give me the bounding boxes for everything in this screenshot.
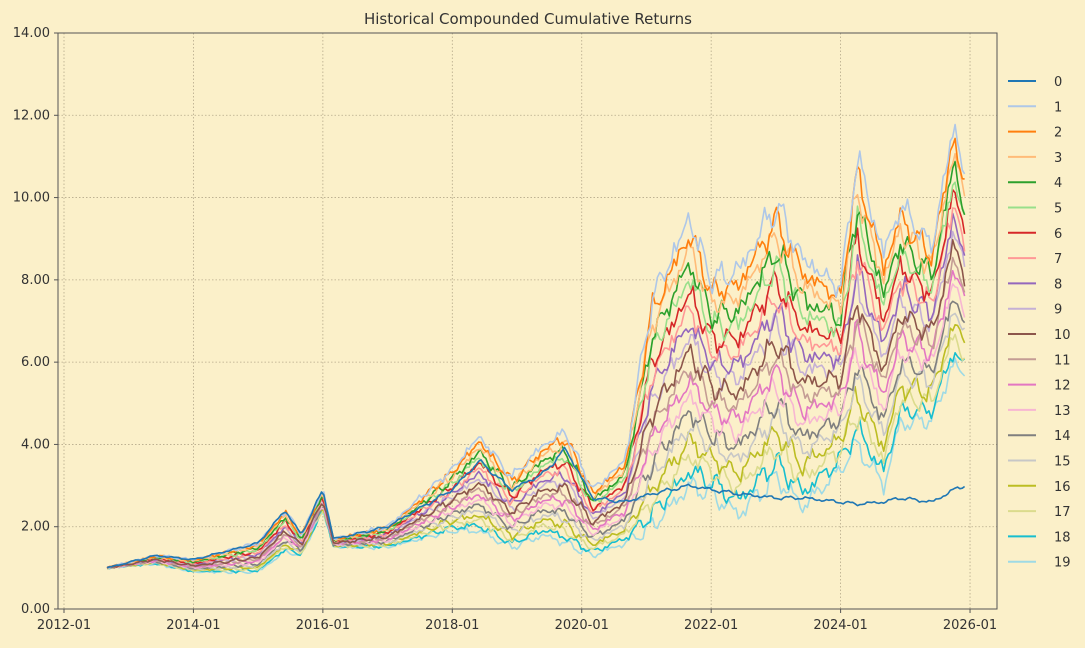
series-line-19 bbox=[106, 357, 966, 575]
legend-label: 6 bbox=[1054, 227, 1062, 242]
x-tick-label: 2012-01 bbox=[37, 618, 91, 633]
legend-label: 1 bbox=[1054, 100, 1062, 115]
legend-label: 10 bbox=[1054, 328, 1071, 343]
series-line-5 bbox=[106, 181, 966, 570]
x-tick-label: 2016-01 bbox=[296, 618, 350, 633]
legend-label: 4 bbox=[1054, 176, 1062, 191]
legend-label: 14 bbox=[1054, 429, 1071, 444]
series-group bbox=[106, 123, 966, 575]
x-tick-label: 2024-01 bbox=[813, 618, 867, 633]
plot-frame bbox=[57, 32, 998, 610]
series-line-9 bbox=[106, 230, 966, 570]
legend-label: 5 bbox=[1054, 202, 1062, 217]
series-line-14 bbox=[106, 300, 966, 570]
legend-label: 7 bbox=[1054, 252, 1062, 267]
series-line-18 bbox=[106, 351, 966, 574]
series-line-15 bbox=[107, 312, 966, 571]
legend-label: 19 bbox=[1054, 556, 1071, 571]
legend-label: 9 bbox=[1054, 303, 1062, 318]
legend-label: 3 bbox=[1054, 151, 1062, 166]
series-line-0 bbox=[106, 446, 966, 569]
legend-label: 16 bbox=[1054, 480, 1071, 495]
y-tick-label: 10.00 bbox=[13, 191, 50, 206]
legend-label: 12 bbox=[1054, 379, 1071, 394]
series-line-7 bbox=[106, 207, 966, 569]
x-axis: 2012-01 2014-01 2016-01 2018-01 2020-01 2022-… bbox=[37, 609, 997, 633]
x-tick-label: 2026-01 bbox=[943, 618, 997, 633]
y-tick-label: 12.00 bbox=[13, 108, 50, 123]
legend-label: 0 bbox=[1054, 75, 1062, 90]
legend-label: 11 bbox=[1054, 353, 1071, 368]
legend-label: 15 bbox=[1054, 455, 1071, 470]
series-line-12 bbox=[106, 269, 966, 570]
legend-label: 13 bbox=[1054, 404, 1071, 419]
y-tick-label: 6.00 bbox=[21, 355, 50, 370]
series-line-10 bbox=[106, 239, 966, 569]
series-line-11 bbox=[106, 256, 966, 569]
x-tick-label: 2022-01 bbox=[684, 618, 738, 633]
chart-title: Historical Compounded Cumulative Returns bbox=[364, 10, 692, 28]
x-tick-label: 2020-01 bbox=[555, 618, 609, 633]
legend-label: 17 bbox=[1054, 505, 1071, 520]
series-line-17 bbox=[106, 333, 966, 572]
series-line-8 bbox=[106, 212, 966, 570]
legend-label: 18 bbox=[1054, 530, 1071, 545]
legend-label: 2 bbox=[1054, 126, 1062, 141]
y-tick-label: 2.00 bbox=[21, 520, 50, 535]
y-tick-label: 4.00 bbox=[21, 437, 50, 452]
series-line-2 bbox=[106, 137, 965, 570]
y-tick-label: 0.00 bbox=[21, 602, 50, 617]
y-tick-label: 14.00 bbox=[13, 26, 50, 41]
legend-label: 8 bbox=[1054, 277, 1062, 292]
x-tick-label: 2014-01 bbox=[166, 618, 220, 633]
y-tick-label: 8.00 bbox=[21, 273, 50, 288]
series-line-1 bbox=[107, 123, 966, 569]
x-tick-label: 2018-01 bbox=[425, 618, 479, 633]
y-axis: 0.00 2.00 4.00 6.00 8.00 10.00 12.00 14.00 bbox=[13, 26, 58, 617]
series-line-16 bbox=[107, 323, 966, 572]
